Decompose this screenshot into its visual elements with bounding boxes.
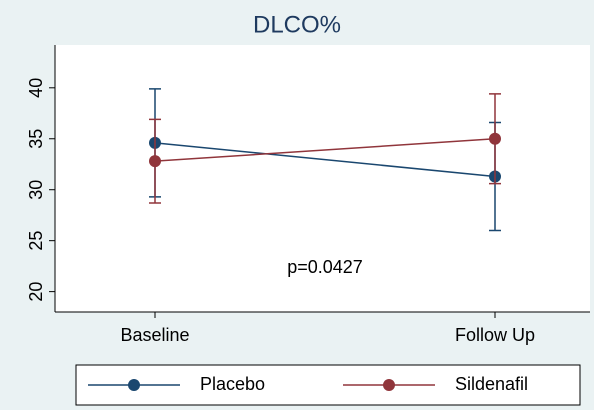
x-tick-label: Follow Up — [455, 325, 535, 345]
y-tick-label: 40 — [26, 78, 46, 98]
point — [149, 155, 161, 168]
annotation: p=0.0427 — [287, 257, 363, 277]
legend-label: Placebo — [200, 374, 265, 394]
y-tick-label: 25 — [26, 231, 46, 251]
y-tick-label: 35 — [26, 129, 46, 149]
y-tick-label: 30 — [26, 180, 46, 200]
legend-marker — [383, 379, 395, 391]
legend-label: Sildenafil — [455, 374, 528, 394]
legend-marker — [128, 379, 140, 391]
chart-title: DLCO% — [253, 11, 341, 38]
plot-area — [55, 45, 590, 312]
x-tick-label: Baseline — [120, 325, 189, 345]
y-tick-label: 20 — [26, 282, 46, 302]
series-line — [154, 142, 496, 178]
point — [489, 132, 501, 145]
series-line — [154, 138, 496, 162]
